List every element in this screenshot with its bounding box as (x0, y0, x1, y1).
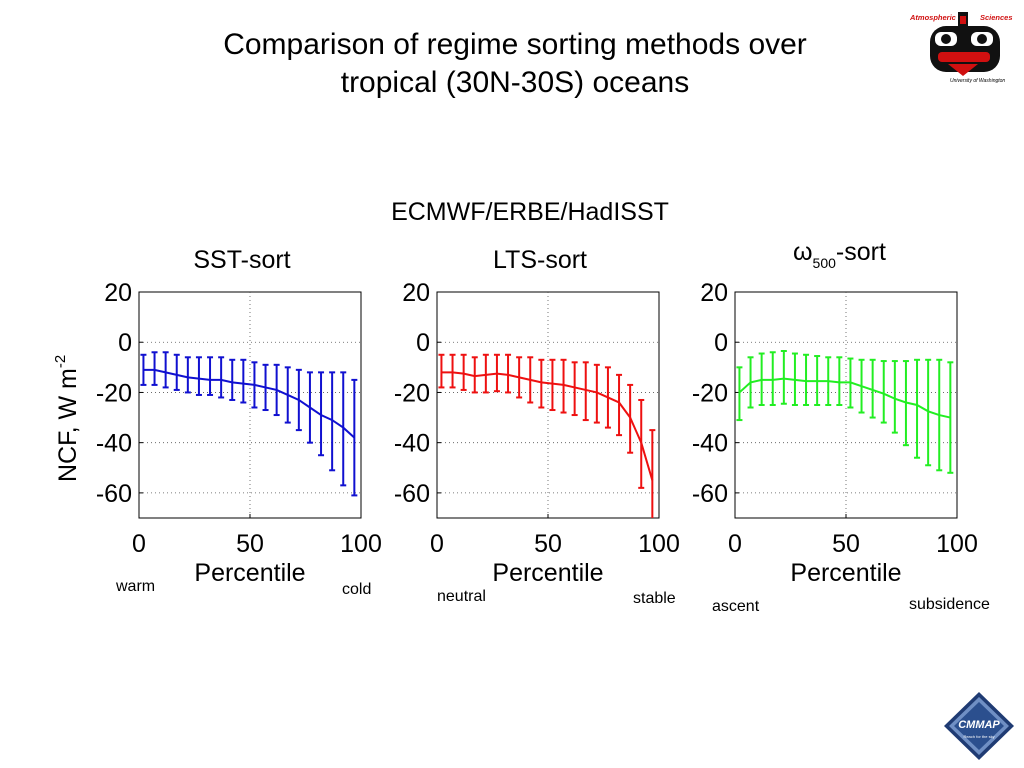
x-tick-label: 50 (832, 530, 860, 558)
x-axis-label: Percentile (194, 559, 305, 587)
x-tick-label: 0 (430, 530, 444, 558)
atmospheric-sciences-logo: Atmospheric Sciences University of Washi… (909, 12, 1013, 84)
x-tick-label: 100 (340, 530, 382, 558)
x-tick-label: 100 (936, 530, 978, 558)
x-tick-label: 50 (534, 530, 562, 558)
y-axis-label: NCF, W m-2 (52, 355, 82, 482)
annotation-ascent: ascent (712, 598, 760, 615)
panel-title-subscript: 500 (813, 255, 837, 271)
y-tick-label: 0 (118, 329, 132, 357)
y-tick-label: 0 (714, 329, 728, 357)
y-tick-label: 20 (402, 279, 430, 307)
cmmap-logo-name: CMMAP (958, 719, 1000, 731)
series-line-lts (441, 371, 654, 481)
x-tick-label: 50 (236, 530, 264, 558)
slide-title-line2: tropical (30N-30S) oceans (340, 66, 690, 99)
y-tick-label: -40 (394, 430, 430, 458)
annotation-neutral: neutral (437, 588, 486, 605)
y-tick-label: -40 (692, 430, 728, 458)
x-axis-label: Percentile (790, 559, 901, 587)
annotation-subsidence: subsidence (909, 596, 990, 613)
panel-title-sst: SST-sort (193, 246, 290, 274)
slide-title-line1: Comparison of regime sorting methods ove… (223, 28, 807, 61)
cmmap-logo: CMMAP Reach for the sky (944, 692, 1014, 760)
logo-uw-bottom: University of Washington (950, 78, 1005, 84)
annotation-warm: warm (116, 578, 156, 595)
panel-title-prefix: ω (793, 238, 813, 266)
series-line-sst (143, 368, 356, 439)
y-tick-label: -60 (394, 480, 430, 508)
x-tick-label: 100 (638, 530, 680, 558)
panel-title-omega: ω500-sort (793, 238, 886, 271)
cmmap-logo-tagline: Reach for the sky (963, 734, 994, 739)
figure-title: ECMWF/ERBE/HadISST (391, 198, 669, 226)
y-tick-label: -20 (692, 379, 728, 407)
y-tick-label: -40 (96, 430, 132, 458)
y-tick-label: -20 (96, 379, 132, 407)
annotation-cold: cold (342, 581, 372, 598)
panel-title-suffix: -sort (836, 238, 886, 266)
y-tick-label: 20 (700, 279, 728, 307)
logo-uw-top-left: Atmospheric (909, 13, 957, 22)
annotation-stable: stable (633, 590, 676, 607)
y-tick-label: 0 (416, 329, 430, 357)
y-tick-label: -20 (394, 379, 430, 407)
slide-title: Comparison of regime sorting methods ove… (150, 26, 880, 102)
y-tick-label: 20 (104, 279, 132, 307)
logo-uw-top-right: Sciences (980, 13, 1013, 22)
y-tick-label: -60 (96, 480, 132, 508)
y-axis-label-sup: -2 (52, 355, 69, 368)
x-tick-label: 0 (728, 530, 742, 558)
x-axis-label: Percentile (492, 559, 603, 587)
panel-title-lts: LTS-sort (493, 246, 587, 274)
y-axis-label-text: NCF, W m (54, 368, 82, 482)
x-tick-label: 0 (132, 530, 146, 558)
y-tick-label: -60 (692, 480, 728, 508)
series-line-omega (738, 377, 951, 419)
